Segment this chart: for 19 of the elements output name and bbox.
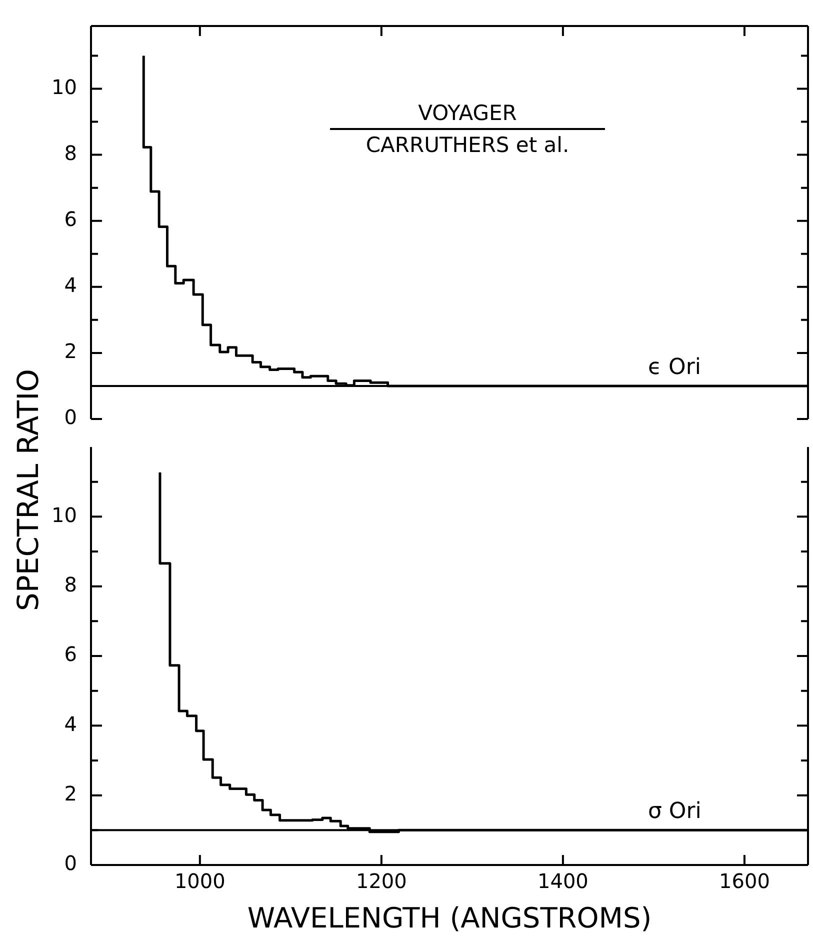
y-tick-label: 2 [64,782,77,806]
y-tick-label: 8 [64,572,77,597]
x-axis-title: WAVELENGTH (ANGSTROMS) [247,901,652,934]
y-tick-label: 4 [64,273,77,298]
series-label: σ Ori [648,799,702,824]
x-tick-label: 1000 [174,869,226,894]
y-tick-label: 2 [64,339,77,364]
y-tick-label: 4 [64,712,77,736]
y-tick-label: 6 [64,642,77,666]
x-tick-label: 1200 [356,869,407,894]
y-tick-label: 6 [64,207,77,232]
y-tick-label: 10 [52,502,77,527]
y-tick-label: 0 [64,405,77,430]
y-axis-title: SPECTRAL RATIO [11,368,45,612]
y-tick-label: 0 [64,851,77,876]
y-tick-label: 10 [52,74,77,99]
x-tick-label: 1400 [537,869,588,894]
x-tick-label: 1600 [719,869,770,894]
y-tick-label: 8 [64,141,77,165]
